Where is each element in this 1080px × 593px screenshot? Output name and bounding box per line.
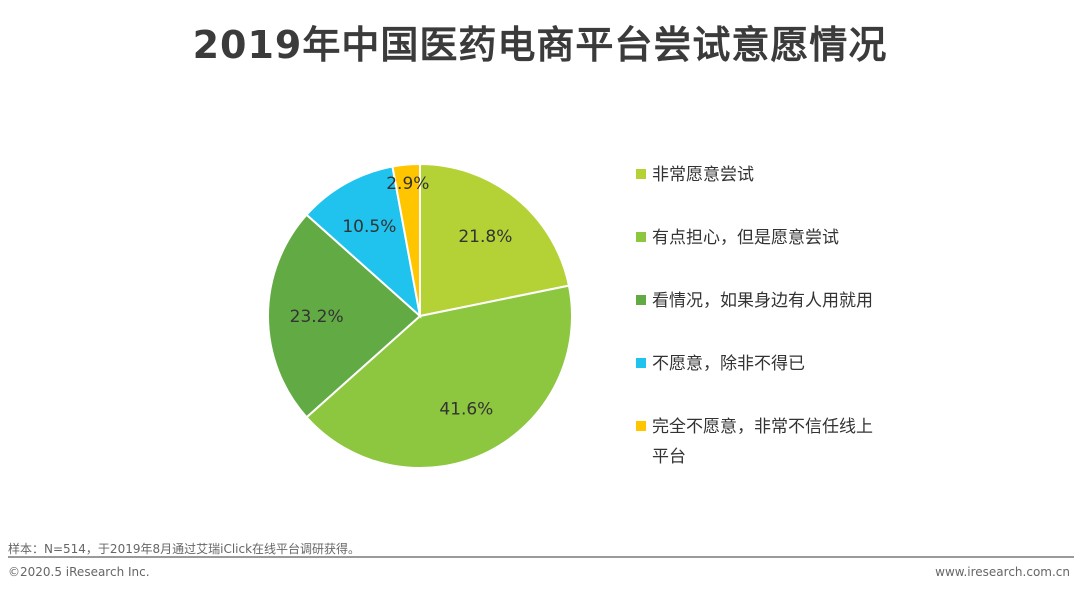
legend-swatch-1 bbox=[636, 169, 646, 179]
legend-swatch-2 bbox=[636, 232, 646, 242]
footer-divider bbox=[8, 556, 1074, 558]
copyright: ©2020.5 iResearch Inc. bbox=[8, 565, 150, 579]
slice-labels: 21.8% 41.6% 23.2% 10.5% 2.9% bbox=[290, 174, 513, 420]
legend-label-1: 非常愿意尝试 bbox=[652, 165, 754, 185]
pie-slices bbox=[267, 162, 573, 469]
legend-swatch-4 bbox=[636, 358, 646, 368]
slice-label-1: 21.8% bbox=[458, 227, 512, 247]
pie-slice-5 bbox=[391, 162, 421, 317]
chart-title: 2019年中国医药电商平台尝试意愿情况 bbox=[192, 23, 888, 67]
legend-label-3: 看情况，如果身边有人用就用 bbox=[652, 291, 873, 311]
website: www.iresearch.com.cn bbox=[935, 565, 1070, 579]
legend: 非常愿意尝试有点担心，但是愿意尝试看情况，如果身边有人用就用不愿意，除非不得已完… bbox=[636, 165, 873, 467]
slice-label-5: 2.9% bbox=[386, 174, 429, 194]
slice-label-2: 41.6% bbox=[439, 399, 493, 419]
legend-label-4: 不愿意，除非不得已 bbox=[652, 354, 805, 374]
pie-slice-4 bbox=[305, 165, 422, 319]
slice-label-4: 10.5% bbox=[342, 217, 396, 237]
legend-label-2: 有点担心，但是愿意尝试 bbox=[652, 228, 839, 248]
pie-slice-1 bbox=[419, 162, 571, 318]
legend-label-5: 完全不愿意，非常不信任线上平台 bbox=[652, 417, 873, 467]
slice-label-3: 23.2% bbox=[290, 307, 344, 327]
legend-swatch-3 bbox=[636, 295, 646, 305]
pie-slice-2 bbox=[305, 284, 573, 469]
sample-note: 样本：N=514，于2019年8月通过艾瑞iClick在线平台调研获得。 bbox=[8, 542, 361, 556]
legend-swatch-5 bbox=[636, 421, 646, 431]
pie-slice-3 bbox=[267, 213, 422, 419]
